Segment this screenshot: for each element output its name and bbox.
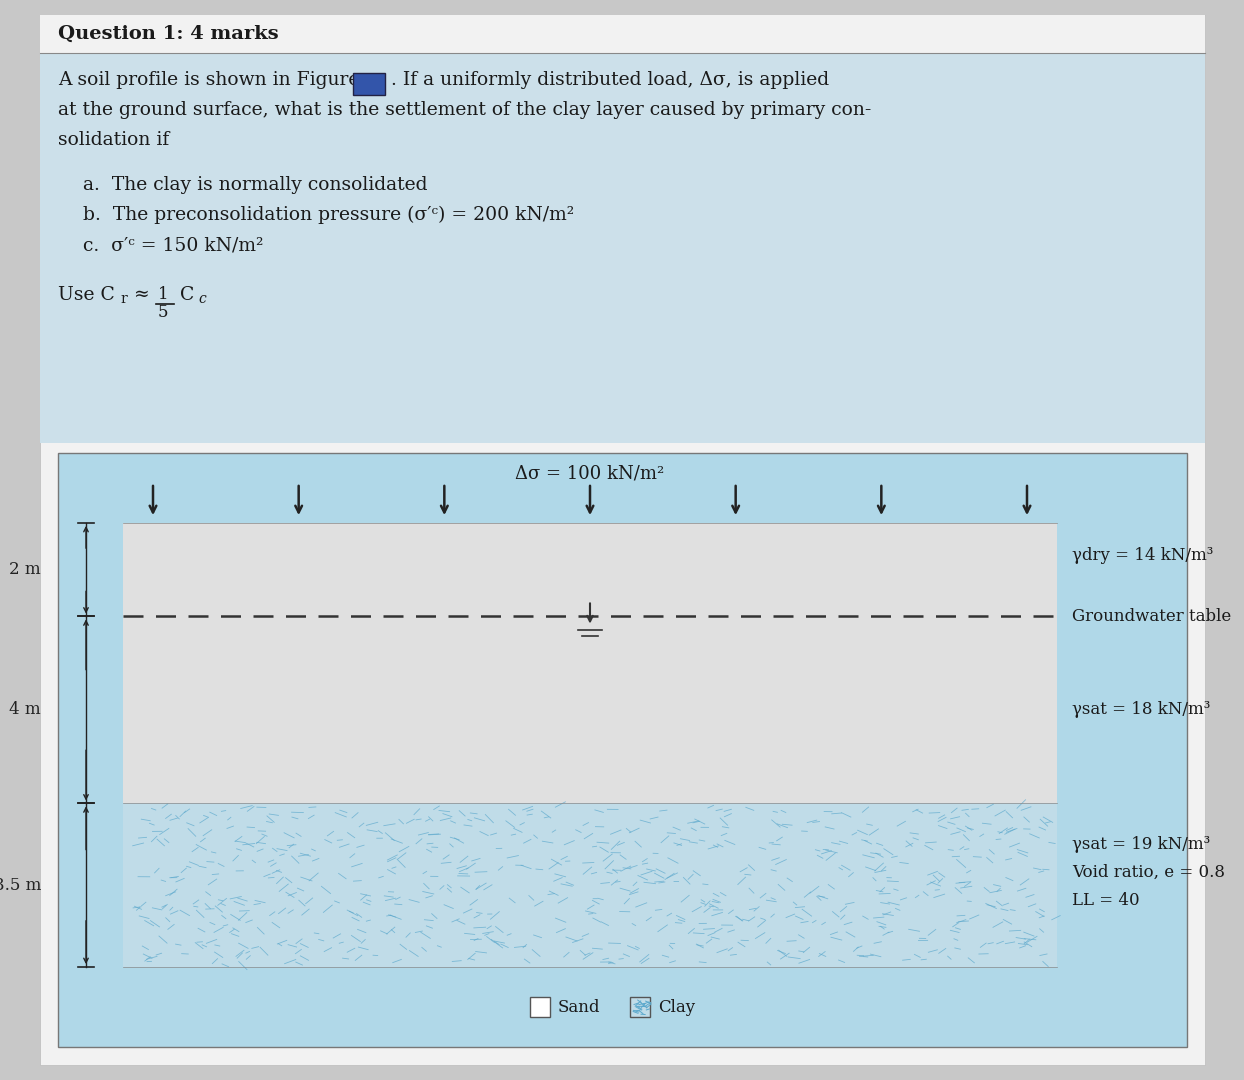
- Text: ≈: ≈: [133, 286, 149, 303]
- Text: Use C: Use C: [58, 286, 114, 303]
- Text: Groundwater table: Groundwater table: [1072, 608, 1232, 625]
- Text: b.  The preconsolidation pressure (σ′ᶜ) = 200 kN/m²: b. The preconsolidation pressure (σ′ᶜ) =…: [83, 206, 575, 225]
- Text: Sand: Sand: [559, 999, 601, 1015]
- Text: γsat = 19 kN/m³: γsat = 19 kN/m³: [1072, 836, 1210, 853]
- Text: γsat = 18 kN/m³: γsat = 18 kN/m³: [1072, 701, 1210, 718]
- Text: c: c: [198, 292, 205, 306]
- Text: γdry = 14 kN/m³: γdry = 14 kN/m³: [1072, 548, 1213, 564]
- Bar: [40, 53, 1205, 443]
- Text: Clay: Clay: [658, 999, 695, 1015]
- Text: 2 m: 2 m: [10, 562, 41, 578]
- Text: 3.5 m: 3.5 m: [0, 877, 41, 894]
- Text: . If a uniformly distributed load, Δσ, is applied: . If a uniformly distributed load, Δσ, i…: [391, 71, 829, 89]
- Bar: [123, 523, 1057, 617]
- Text: r: r: [119, 292, 127, 306]
- Bar: [40, 15, 1205, 53]
- Text: solidation if: solidation if: [58, 131, 169, 149]
- Bar: [123, 617, 1057, 804]
- Bar: [58, 453, 1187, 1047]
- Bar: [530, 997, 550, 1017]
- Text: 4 m: 4 m: [10, 701, 41, 718]
- Text: Question 1: 4 marks: Question 1: 4 marks: [58, 25, 279, 43]
- Text: C: C: [180, 286, 194, 303]
- Text: 1: 1: [158, 286, 169, 303]
- Text: Void ratio, e = 0.8: Void ratio, e = 0.8: [1072, 864, 1225, 881]
- Text: c.  σ′ᶜ = 150 kN/m²: c. σ′ᶜ = 150 kN/m²: [83, 237, 264, 254]
- Text: 5: 5: [158, 303, 168, 321]
- Text: A soil profile is shown in Figure: A soil profile is shown in Figure: [58, 71, 360, 89]
- Text: a.  The clay is normally consolidated: a. The clay is normally consolidated: [83, 176, 428, 194]
- Bar: [629, 997, 651, 1017]
- Text: LL = 40: LL = 40: [1072, 892, 1140, 908]
- Bar: [123, 804, 1057, 967]
- Text: at the ground surface, what is the settlement of the clay layer caused by primar: at the ground surface, what is the settl…: [58, 102, 871, 119]
- Text: Δσ = 100 kN/m²: Δσ = 100 kN/m²: [515, 465, 664, 483]
- Bar: [353, 73, 384, 95]
